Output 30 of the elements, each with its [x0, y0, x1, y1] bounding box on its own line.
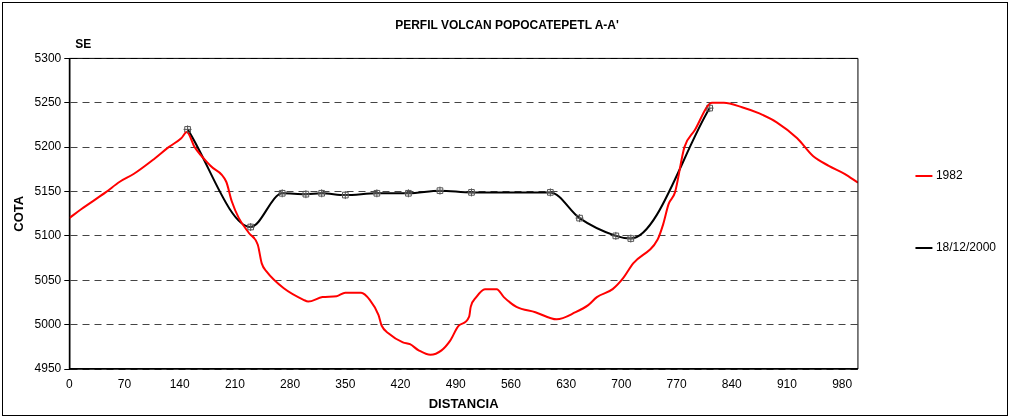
chart-title: PERFIL VOLCAN POPOCATEPETL A-A': [395, 17, 620, 32]
x-tick-label: 70: [117, 376, 132, 391]
x-tick-label: 280: [280, 376, 301, 391]
x-tick-label: 210: [224, 376, 246, 391]
x-tick-label: 840: [721, 376, 743, 391]
y-axis-title: COTA: [11, 195, 27, 232]
x-tick-label: 770: [666, 376, 687, 391]
legend-label: 1982: [935, 168, 963, 183]
y-tick-label: 5150: [34, 183, 62, 198]
x-tick-label: 350: [335, 376, 356, 391]
x-tick-label: 490: [445, 376, 467, 391]
x-tick-label: 700: [611, 376, 632, 391]
y-tick-label: 5300: [34, 50, 62, 65]
y-tick-label: 5000: [34, 316, 62, 331]
x-axis-title: DISTANCIA: [428, 395, 500, 411]
x-tick-label: 0: [65, 376, 73, 391]
y-tick-label: 5200: [34, 139, 62, 154]
y-tick-label: 4950: [34, 361, 62, 376]
x-tick-label: 140: [169, 376, 191, 391]
y-tick-label: 5100: [34, 228, 62, 243]
text: SE: [75, 36, 92, 51]
y-tick-label: 5050: [34, 272, 62, 287]
x-tick-label: 980: [832, 376, 853, 391]
x-tick-label: 910: [776, 376, 798, 391]
x-tick-label: 560: [500, 376, 522, 391]
legend-label: 18/12/2000: [935, 240, 997, 255]
x-tick-label: 420: [390, 376, 411, 391]
line-series: [69, 101, 858, 356]
x-tick-label: 630: [556, 376, 577, 391]
y-tick-label: 5250: [34, 95, 62, 110]
